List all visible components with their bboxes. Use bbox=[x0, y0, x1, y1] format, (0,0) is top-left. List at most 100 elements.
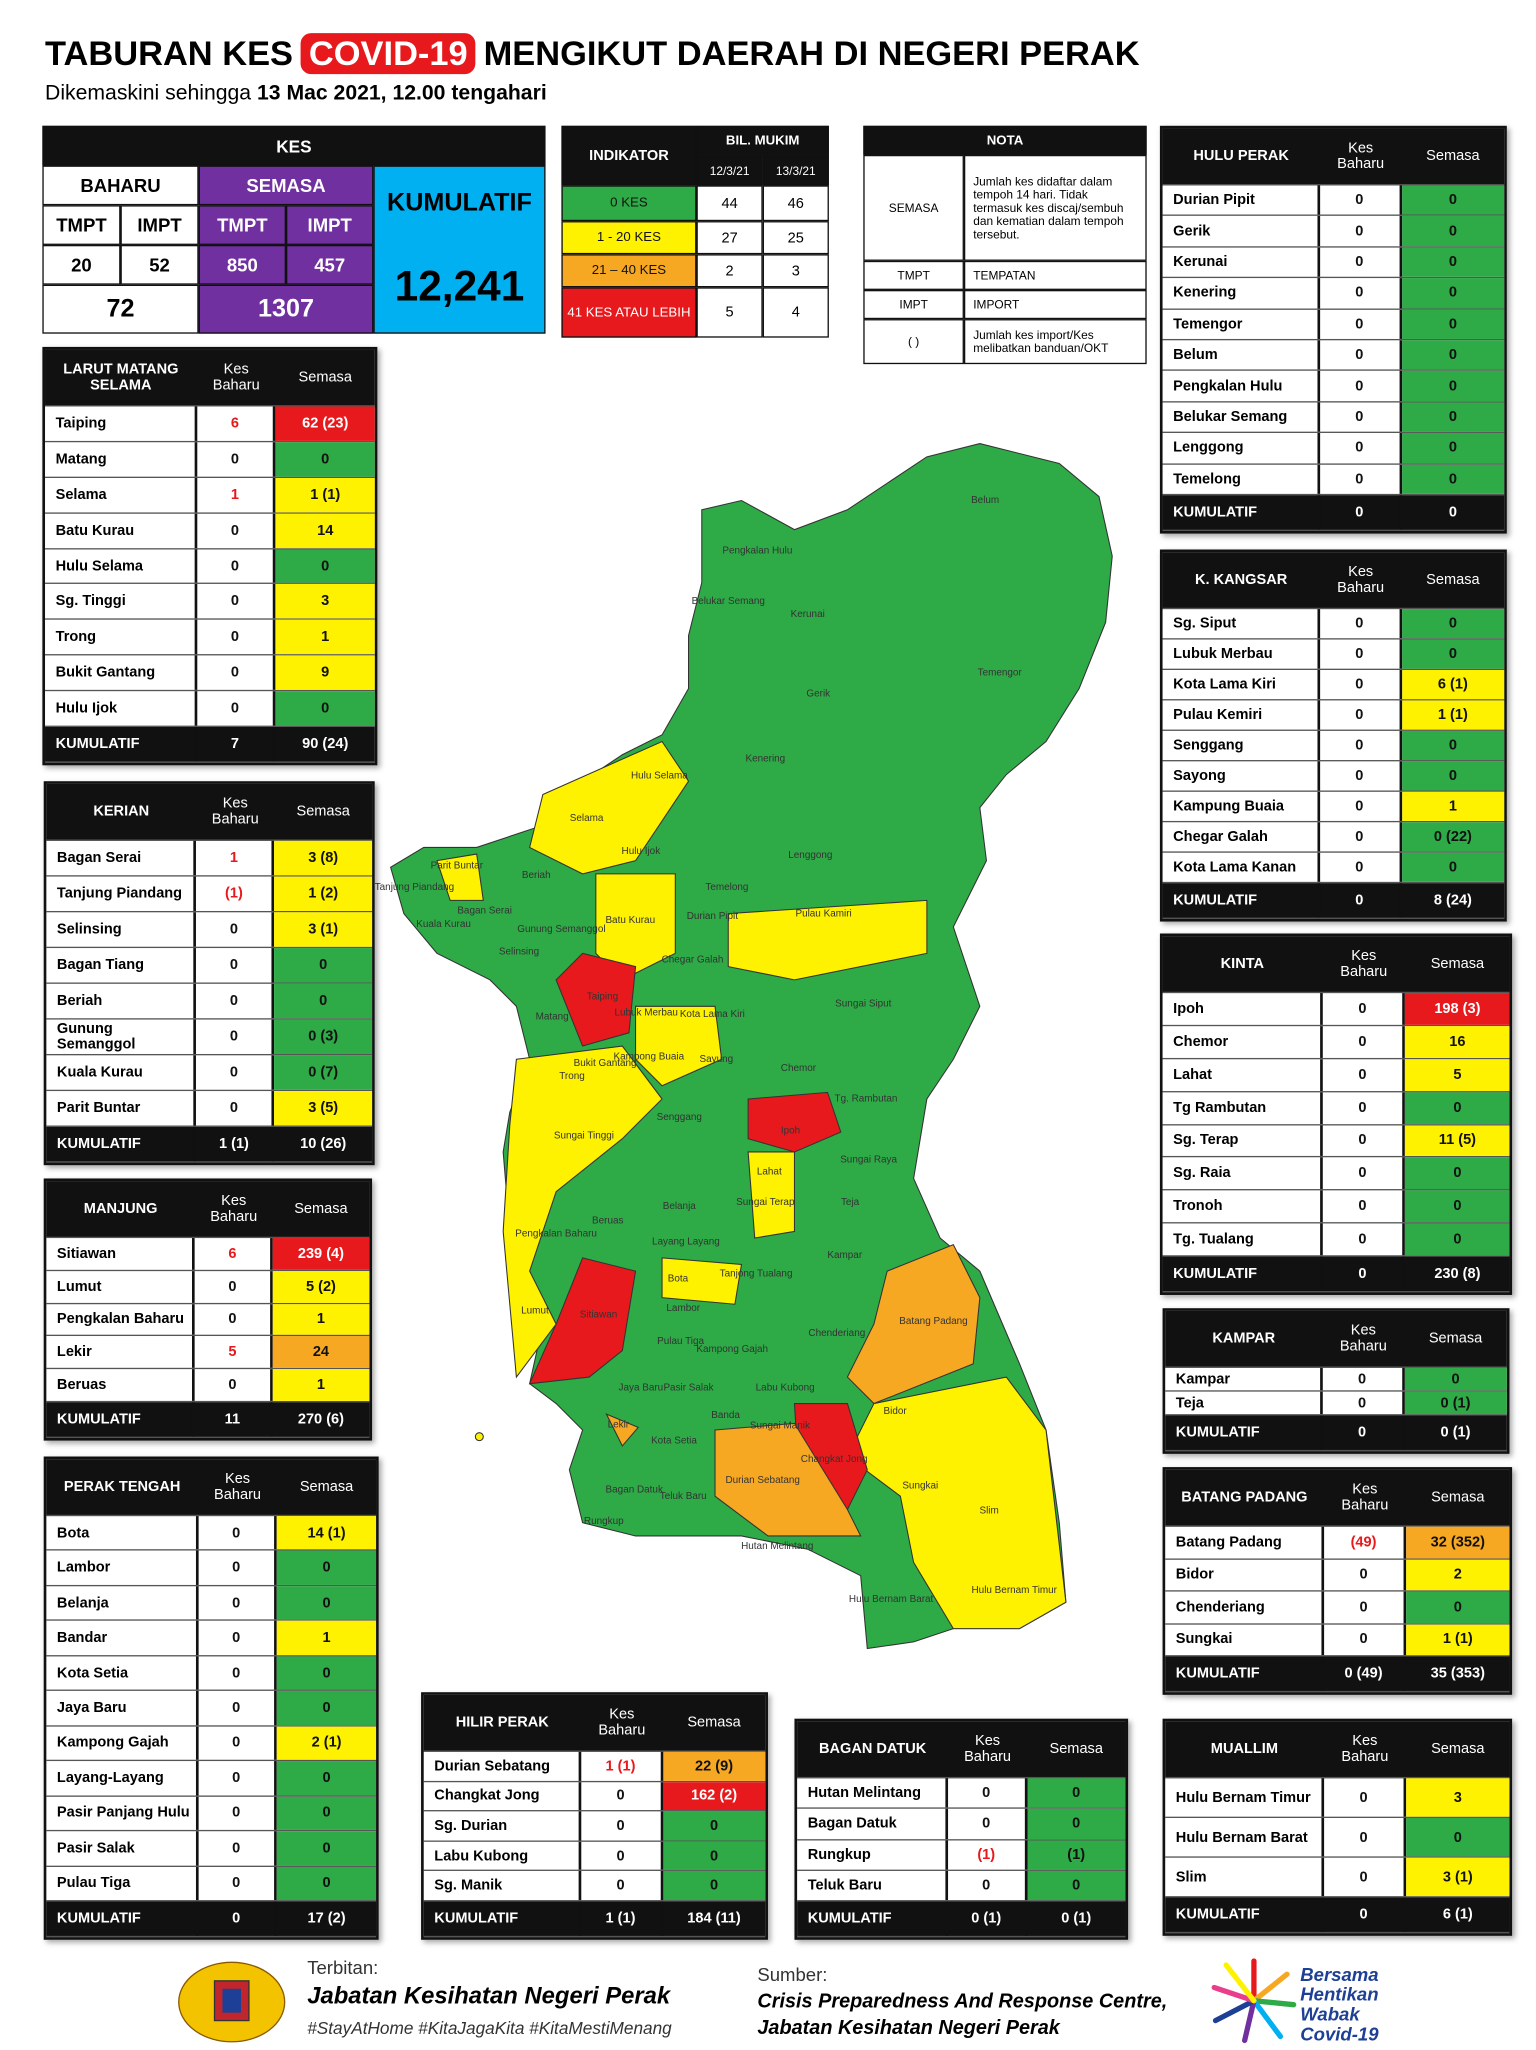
table-row: Kuala Kurau 0 0 (7) bbox=[46, 1055, 373, 1092]
map-label: Beruas bbox=[592, 1215, 623, 1226]
kes-baharu: 0 bbox=[1324, 1778, 1407, 1817]
total-label: KUMULATIF bbox=[1165, 1897, 1324, 1932]
kes-baharu: 0 bbox=[581, 1841, 663, 1871]
area-name: Parit Buntar bbox=[46, 1091, 197, 1126]
table-row: Temelong 0 0 bbox=[1162, 464, 1505, 496]
semasa-header: Semasa bbox=[294, 1200, 348, 1217]
table-row: Sg. Raia 0 0 bbox=[1162, 1157, 1510, 1191]
area-name: Gerik bbox=[1163, 216, 1320, 247]
map-region bbox=[846, 1243, 981, 1405]
kes-baharu: 0 bbox=[1322, 1058, 1406, 1091]
table-row: Ipoh 0 198 (3) bbox=[1162, 993, 1510, 1027]
kes-baharu: 0 bbox=[198, 1656, 278, 1690]
kes-semasa: 0 bbox=[275, 442, 375, 477]
area-name: Lambor bbox=[46, 1551, 198, 1585]
kes-semasa: 0 bbox=[277, 1691, 377, 1725]
area-name: Senggang bbox=[1163, 730, 1320, 761]
table-row: Chenderiang 0 0 bbox=[1165, 1591, 1510, 1625]
district-table: LARUT MATANG SELAMA Kes Baharu Semasa Taipi… bbox=[42, 346, 378, 766]
subtitle: Dikemaskini sehingga 13 Mac 2021, 12.00 … bbox=[45, 77, 547, 111]
map-label: Sungai Tinggi bbox=[554, 1131, 614, 1142]
indicator-count: 44 bbox=[696, 185, 763, 222]
district-name: HULU PERAK bbox=[1193, 148, 1289, 165]
map-label: Hulu Ijok bbox=[622, 846, 661, 857]
kes-semasa: 0 bbox=[275, 548, 375, 584]
area-name: Sitiawan bbox=[46, 1238, 195, 1270]
total-label: KUMULATIF bbox=[46, 1126, 197, 1162]
kes-semasa: (1) bbox=[1026, 1839, 1126, 1870]
table-row: Sitiawan 6 239 (4) bbox=[46, 1238, 370, 1271]
kes-semasa: 0 bbox=[1401, 278, 1505, 309]
map-label: Sungkai bbox=[902, 1480, 938, 1491]
area-name: Sayong bbox=[1163, 761, 1320, 791]
map-label: Sungai Terap bbox=[736, 1197, 795, 1208]
kes-baharu: 0 bbox=[1322, 993, 1406, 1025]
total-label: KUMULATIF bbox=[1163, 883, 1320, 918]
nota-term: ( ) bbox=[863, 319, 964, 365]
baharu-header: BAHARU bbox=[42, 165, 199, 206]
kes-baharu: 0 bbox=[1320, 852, 1402, 882]
kes-baharu: 0 bbox=[198, 1761, 278, 1795]
map-label: Taiping bbox=[587, 992, 618, 1003]
map-label: Durian Sebatang bbox=[725, 1475, 799, 1486]
table-row: Sg. Siput 0 0 bbox=[1162, 609, 1505, 640]
map-label: Lenggong bbox=[788, 850, 832, 861]
kes-semasa: 24 bbox=[272, 1336, 370, 1369]
kes-baharu: 0 bbox=[196, 1019, 275, 1054]
table-row: Lahat 0 5 bbox=[1162, 1058, 1510, 1092]
kes-header: Kes Baharu bbox=[1341, 1733, 1389, 1766]
area-name: Pasir Salak bbox=[46, 1831, 198, 1866]
area-name: Chegar Galah bbox=[1163, 822, 1320, 852]
district-table: PERAK TENGAH Kes Baharu Semasa Bota 0 14 (1) L… bbox=[43, 1456, 379, 1940]
table-row: Hulu Selama 0 0 bbox=[45, 548, 375, 585]
map-region bbox=[436, 853, 484, 901]
kes-semasa: 14 (1) bbox=[277, 1516, 377, 1550]
area-name: Belanja bbox=[46, 1586, 198, 1620]
kes-semasa: 22 (9) bbox=[662, 1751, 766, 1781]
table-row: Beriah 0 0 bbox=[46, 983, 373, 1020]
area-name: Bagan Tiang bbox=[46, 948, 197, 983]
district-name: KINTA bbox=[1220, 956, 1265, 972]
area-name: Kota Setia bbox=[46, 1656, 198, 1690]
table-row: Taiping 6 62 (23) bbox=[45, 406, 375, 443]
map-label: Matang bbox=[536, 1012, 569, 1023]
table-row: Changkat Jong 0 162 (2) bbox=[423, 1781, 766, 1812]
table-row: Matang 0 0 bbox=[45, 442, 375, 478]
district-table: KERIAN Kes Baharu Semasa Bagan Serai 1 3 (8) T… bbox=[43, 781, 375, 1166]
area-name: Selama bbox=[45, 477, 197, 512]
kes-semasa: 9 bbox=[275, 655, 375, 691]
map-label: Sungai Manik bbox=[750, 1421, 810, 1432]
table-header: HULU PERAK Kes Baharu Semasa bbox=[1162, 128, 1505, 186]
district-name: LARUT MATANG SELAMA bbox=[63, 361, 179, 394]
subtitle-start: Dikemaskini sehingga bbox=[45, 82, 252, 105]
indicator-count: 46 bbox=[762, 185, 829, 222]
map-label: Tanjung Piandang bbox=[375, 882, 454, 893]
indicator-count: 27 bbox=[696, 221, 763, 255]
kes-semasa: 3 (5) bbox=[274, 1091, 373, 1126]
area-name: Kenering bbox=[1163, 278, 1320, 309]
area-name: Lenggong bbox=[1163, 433, 1320, 463]
table-row: Pulau Tiga 0 0 bbox=[46, 1866, 377, 1902]
table-row: Lumut 0 5 (2) bbox=[46, 1270, 370, 1304]
kes-baharu: 0 bbox=[1320, 185, 1402, 216]
kes-semasa: 0 bbox=[1405, 1223, 1510, 1256]
kes-header: Kes Baharu bbox=[964, 1733, 1012, 1766]
kes-semasa: 0 bbox=[1401, 371, 1505, 401]
map-label: Pulau Kamiri bbox=[795, 908, 851, 919]
kes-semasa: 162 (2) bbox=[662, 1781, 766, 1811]
map-label: Kampong Gajah bbox=[696, 1344, 768, 1355]
map-label: Teja bbox=[841, 1197, 860, 1208]
nota-term: IMPT bbox=[863, 289, 964, 320]
map-island bbox=[474, 1432, 484, 1442]
kes-baharu: 0 bbox=[1320, 216, 1402, 247]
total-kes: 0 bbox=[1320, 883, 1402, 918]
table-row: Pasir Panjang Hulu 0 0 bbox=[46, 1796, 377, 1832]
table-row: Kota Lama Kiri 0 6 (1) bbox=[1162, 669, 1505, 701]
table-row: Hutan Melintang 0 0 bbox=[797, 1778, 1126, 1810]
total-row: KUMULATIF 0 8 (24) bbox=[1162, 883, 1505, 919]
kes-semasa: 11 (5) bbox=[1405, 1124, 1510, 1157]
logo-text: Wabak bbox=[1300, 2002, 1360, 2024]
map-label: Pengkalan Baharu bbox=[515, 1229, 597, 1240]
map-label: Tg. Rambutan bbox=[835, 1094, 898, 1105]
table-header: HILIR PERAK Kes Baharu Semasa bbox=[423, 1694, 766, 1752]
